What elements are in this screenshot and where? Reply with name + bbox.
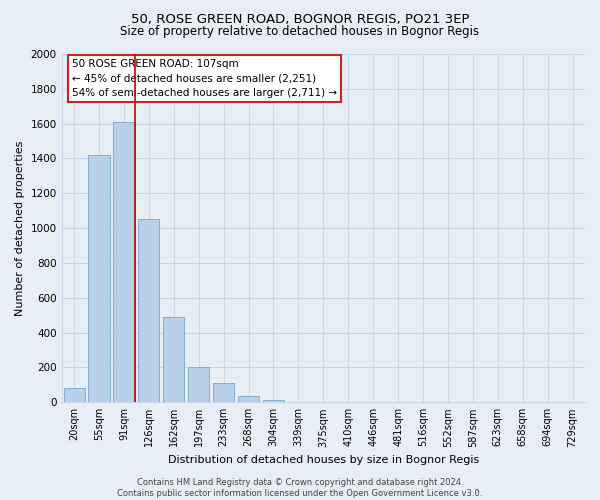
Bar: [163, 317, 184, 402]
Bar: [263, 400, 284, 402]
X-axis label: Distribution of detached houses by size in Bognor Regis: Distribution of detached houses by size …: [168, 455, 479, 465]
Bar: [213, 383, 234, 402]
Text: 50 ROSE GREEN ROAD: 107sqm
← 45% of detached houses are smaller (2,251)
54% of s: 50 ROSE GREEN ROAD: 107sqm ← 45% of deta…: [72, 59, 337, 98]
Bar: [238, 396, 259, 402]
Bar: [88, 155, 110, 402]
Text: Size of property relative to detached houses in Bognor Regis: Size of property relative to detached ho…: [121, 25, 479, 38]
Text: Contains HM Land Registry data © Crown copyright and database right 2024.
Contai: Contains HM Land Registry data © Crown c…: [118, 478, 482, 498]
Bar: [113, 122, 134, 402]
Bar: [64, 388, 85, 402]
Bar: [188, 368, 209, 402]
Y-axis label: Number of detached properties: Number of detached properties: [15, 140, 25, 316]
Text: 50, ROSE GREEN ROAD, BOGNOR REGIS, PO21 3EP: 50, ROSE GREEN ROAD, BOGNOR REGIS, PO21 …: [131, 12, 469, 26]
Bar: [138, 220, 160, 402]
